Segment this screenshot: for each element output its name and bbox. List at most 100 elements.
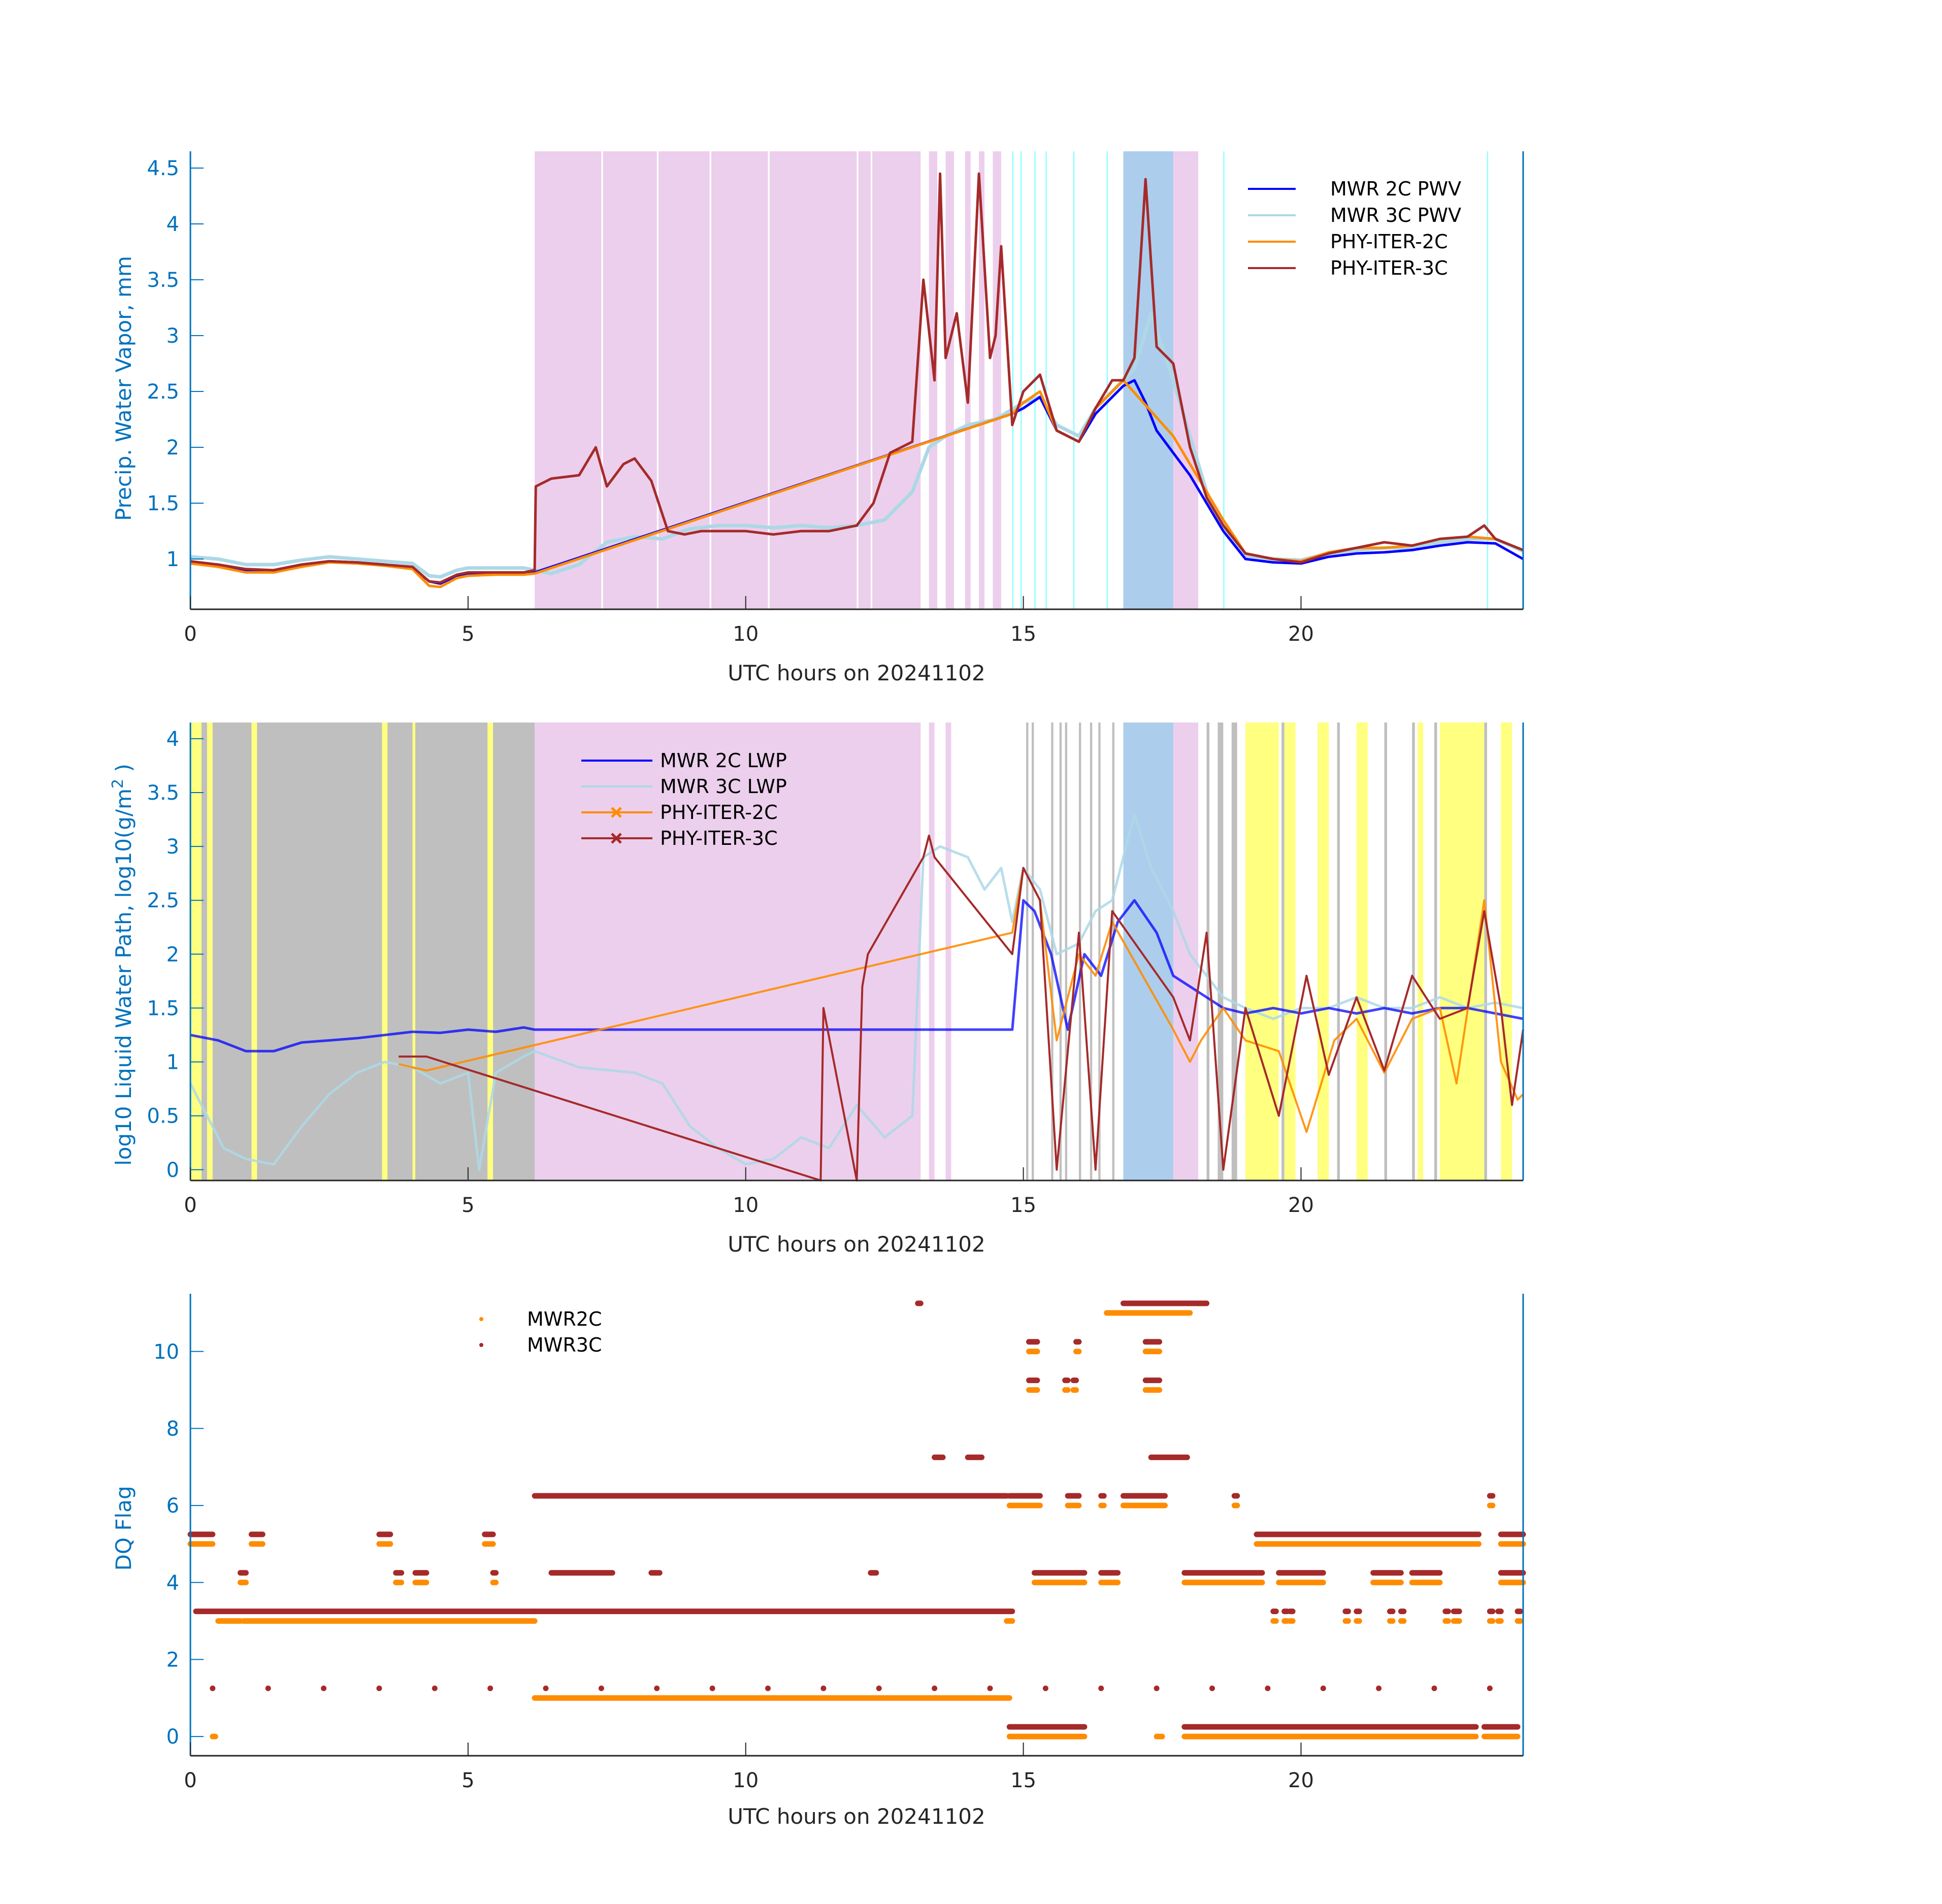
x-tick-label: 20 — [1288, 622, 1314, 646]
gray-band — [1337, 723, 1340, 1180]
mwr3c-flag-point — [820, 1685, 827, 1691]
x-tick-label: 0 — [184, 622, 196, 646]
y-tick-label: 1 — [167, 1051, 179, 1074]
x-tick-label: 15 — [1010, 1769, 1036, 1792]
series-line-phy3c — [399, 834, 1524, 1181]
series-line-3 — [190, 172, 1524, 584]
x-tick-label: 15 — [1010, 622, 1036, 646]
lwp-x-axis-label: UTC hours on 20241102 — [728, 1232, 985, 1257]
pink-band — [535, 151, 921, 609]
cyan-line — [1487, 151, 1489, 609]
gray-line — [1051, 723, 1054, 1180]
mwr3c-flag-point — [321, 1685, 326, 1691]
dq-x-axis-label: UTC hours on 20241102 — [728, 1804, 985, 1829]
mwr3c-flag-point — [987, 1685, 993, 1691]
lwp-background-bands — [190, 723, 1512, 1180]
gray-band — [1434, 723, 1437, 1180]
cyan-line — [1012, 151, 1013, 609]
y-tick-label: 3 — [167, 324, 179, 348]
pink-band — [979, 151, 985, 609]
yellow-band — [1318, 723, 1329, 1180]
mwr3c-flag-point — [654, 1685, 660, 1691]
legend-marker — [479, 1343, 483, 1347]
pink-band — [945, 723, 951, 1180]
lwp-legend: MWR 2C LWP MWR 3C LWP PHY-ITER-2C PHY-ITER-… — [581, 749, 787, 849]
x-tick-label: 10 — [733, 1194, 759, 1217]
gray-line — [1090, 723, 1093, 1180]
mwr3c-flag-point — [1320, 1685, 1326, 1691]
y-tick-label: 3 — [167, 835, 179, 859]
yellow-band — [1356, 723, 1368, 1180]
pwv-x-axis-label: UTC hours on 20241102 — [728, 661, 985, 685]
y-tick-label: 4 — [167, 213, 179, 236]
gap-line — [709, 151, 711, 609]
x-tick-label: 5 — [462, 1194, 474, 1217]
yellow-band — [207, 723, 213, 1180]
y-tick-label: 3.5 — [147, 269, 179, 292]
mwr3c-flag-point — [265, 1685, 271, 1691]
pwv-legend: MWR 2C PWV MWR 3C PWV PHY-ITER-2C PHY-ITER-… — [1248, 178, 1461, 279]
mwr3c-flag-point — [1431, 1685, 1437, 1691]
legend-label: PHY-ITER-3C — [1330, 257, 1448, 279]
gray-line — [1098, 723, 1101, 1180]
mwr3c-flag-point — [1042, 1685, 1048, 1691]
mwr3c-flag-point — [1265, 1685, 1271, 1691]
mwr3c-flag-point — [376, 1685, 382, 1691]
gray-band — [1217, 723, 1224, 1180]
cyan-line — [1223, 151, 1225, 609]
lwp-y-label-end: ) — [111, 764, 136, 779]
y-tick-label: 4 — [167, 1571, 179, 1595]
yellow-band — [1245, 723, 1279, 1180]
gray-line — [1032, 723, 1034, 1180]
y-tick-label: 10 — [153, 1340, 179, 1364]
yellow-band — [190, 723, 202, 1180]
gray-line — [1026, 723, 1029, 1180]
gap-line — [857, 151, 859, 609]
legend-marker — [479, 1317, 483, 1321]
gap-line — [870, 151, 873, 609]
x-tick-label: 20 — [1288, 1769, 1314, 1792]
cyan-line — [1045, 151, 1047, 609]
y-tick-label: 2.5 — [147, 380, 179, 404]
legend-label: MWR3C — [527, 1334, 602, 1356]
lwp-series — [189, 812, 1524, 1181]
mwr3c-flag-point — [543, 1685, 549, 1691]
y-tick-label: 1.5 — [147, 492, 179, 515]
y-tick-label: 8 — [167, 1417, 179, 1440]
x-tick-label: 0 — [184, 1194, 196, 1217]
mwr3c-flag-point — [709, 1685, 715, 1691]
x-tick-label: 0 — [184, 1769, 196, 1792]
lwp-panel: 0 5 10 15 20 0 0.5 1 1.5 2 2.5 3 3.5 4 log10 Liquid W… — [109, 723, 1524, 1257]
pwv-series — [190, 172, 1524, 588]
x-tick-label: 10 — [733, 1769, 759, 1792]
yellow-band — [251, 723, 257, 1180]
y-tick-label: 6 — [167, 1494, 179, 1518]
legend-label: PHY-ITER-3C — [660, 827, 778, 849]
mwr3c-flag-point — [487, 1685, 493, 1691]
cyan-line — [1073, 151, 1075, 609]
lwp-y-axis-label: log10 Liquid Water Path, log10(g/m2 ) — [109, 764, 136, 1166]
y-tick-label: 0 — [167, 1725, 179, 1749]
lwp-axes: 0 5 10 15 20 0 0.5 1 1.5 2 2.5 3 3.5 4 — [147, 723, 1524, 1217]
mwr3c-flag-point — [432, 1685, 438, 1691]
lwp-y-label-sup: 2 — [109, 779, 127, 789]
gray-band — [190, 723, 535, 1180]
gap-line — [768, 151, 770, 609]
mwr3c-flag-point — [598, 1685, 604, 1691]
legend-label: PHY-ITER-2C — [1330, 231, 1448, 253]
pink-band — [929, 151, 938, 609]
dq-panel: 0 5 10 15 20 0 2 4 6 8 10 DQ Flag UTC hours on 202… — [111, 1294, 1526, 1829]
gray-line — [1065, 723, 1068, 1180]
pwv-y-axis-label: Precip. Water Vapor, mm — [111, 256, 136, 521]
gray-band — [1412, 723, 1415, 1180]
gap-line — [601, 151, 603, 609]
gray-band — [1484, 723, 1487, 1180]
pink-band — [945, 151, 954, 609]
y-tick-label: 0.5 — [147, 1105, 179, 1128]
pwv-axes: 0 5 10 15 20 1 1.5 2 2.5 3 3.5 4 4.5 — [147, 151, 1524, 646]
y-tick-label: 1.5 — [147, 997, 179, 1020]
legend-label: PHY-ITER-2C — [660, 801, 778, 824]
yellow-band — [1418, 723, 1424, 1180]
pink-band — [1173, 723, 1199, 1180]
